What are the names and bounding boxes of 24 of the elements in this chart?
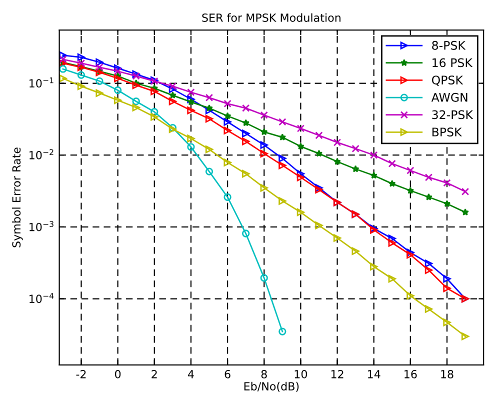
- legend-label: AWGN: [431, 92, 468, 102]
- x-tick-label: 0: [115, 370, 121, 378]
- x-tick-label: 2: [152, 370, 157, 378]
- legend-label: 32-PSK: [432, 110, 474, 120]
- legend-label: 16 PSK: [432, 58, 473, 68]
- y-tick-label: 10$^{−3}$: [30, 221, 54, 232]
- x-tick-label: 18: [441, 370, 454, 378]
- x-tick-label: 16: [404, 370, 417, 378]
- x-tick-label: 6: [224, 370, 230, 378]
- legend-label: BPSK: [432, 128, 462, 136]
- x-tick-label: 12: [331, 370, 344, 378]
- y-axis-title: Symbol Error Rate: [12, 148, 23, 248]
- x-tick-label: 4: [188, 370, 194, 378]
- chart-title: SER for MPSK Modulation: [202, 13, 340, 22]
- y-tick-label: 10$^{−2}$: [30, 149, 54, 160]
- x-axis-title: Eb/No(dB): [244, 382, 299, 392]
- legend-label: 8-PSK: [432, 40, 466, 50]
- y-tick-label: 10$^{−1}$: [30, 77, 54, 88]
- legend-label: QPSK: [432, 76, 464, 86]
- x-tick-label: -2: [76, 370, 86, 378]
- y-tick-label: 10$^{−4}$: [30, 292, 54, 304]
- x-tick-label: 8: [261, 370, 267, 378]
- x-tick-label: 14: [368, 370, 380, 378]
- x-tick-label: 10: [294, 370, 308, 378]
